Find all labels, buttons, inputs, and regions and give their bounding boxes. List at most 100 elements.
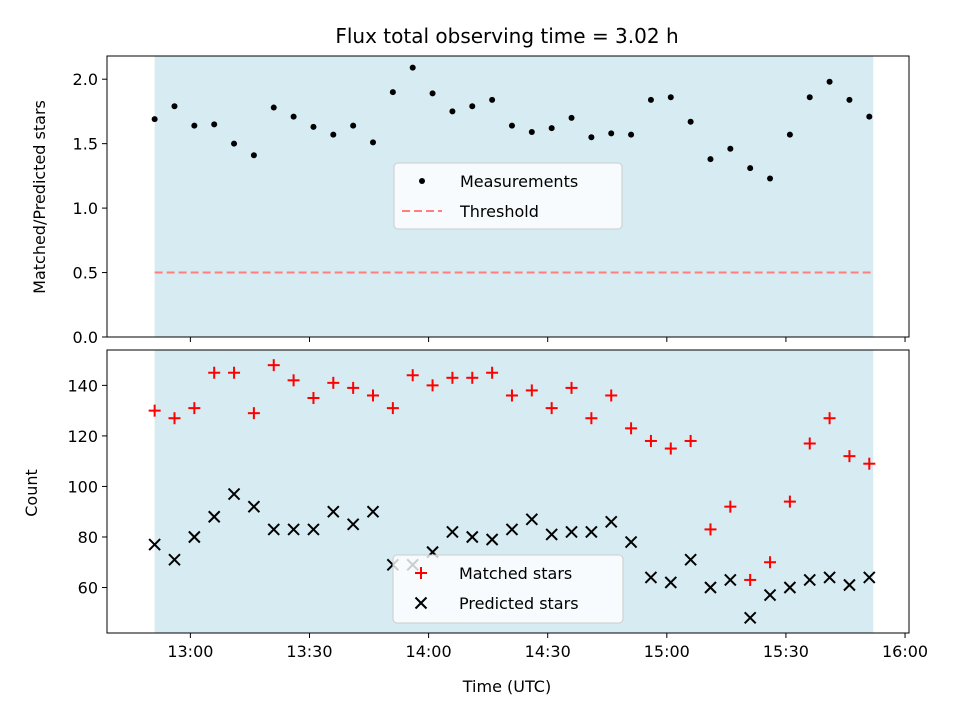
legend-label: Threshold — [459, 202, 539, 221]
y-tick-label: 80 — [78, 528, 98, 547]
predicted-star-point — [466, 530, 479, 544]
predicted-star-mark — [446, 525, 459, 539]
matched-star-point — [863, 457, 876, 470]
predicted-star-mark — [823, 571, 836, 584]
measurement-point — [707, 156, 714, 163]
predicted-star-point — [664, 576, 677, 589]
predicted-star-mark — [743, 611, 757, 625]
matched-star-point — [327, 376, 340, 389]
matched-star-point — [228, 366, 241, 379]
legend-box — [393, 162, 623, 230]
predicted-star-mark — [763, 588, 777, 602]
matched-star-point — [148, 404, 161, 417]
legend-marker-predicted — [414, 596, 428, 610]
predicted-star-point — [188, 530, 201, 544]
predicted-star-point — [446, 525, 459, 539]
predicted-star-point — [863, 571, 876, 584]
measurement-point — [171, 103, 178, 110]
measurement-point — [250, 152, 257, 159]
predicted-star-mark — [783, 581, 797, 594]
matched-star-point — [525, 384, 538, 397]
predicted-star-mark — [207, 510, 221, 523]
y-tick-label: 0.0 — [73, 328, 98, 347]
measurement-point — [449, 108, 456, 115]
axes-frame — [106, 55, 910, 338]
matched-star-point — [625, 422, 638, 435]
predicted-star-mark — [585, 525, 598, 539]
matched-star-point — [466, 371, 479, 384]
measurement-point — [667, 94, 674, 101]
predicted-star-point — [207, 510, 221, 523]
measurement-point — [568, 114, 575, 121]
predicted-star-point — [307, 523, 320, 536]
matched-star-point — [803, 437, 816, 450]
predicted-star-mark — [684, 553, 697, 566]
y-tick-label: 0.5 — [73, 264, 98, 283]
matched-star-point — [168, 412, 181, 425]
legend-box — [392, 554, 624, 624]
measurement-point — [370, 139, 377, 146]
measurement-point — [747, 165, 754, 172]
top-panel: 0.0 0.5 1.0 1.5 2.0 Measurements Threshold — [73, 55, 910, 347]
predicted-star-mark — [863, 571, 876, 584]
matched-star-point — [724, 500, 737, 513]
predicted-star-point — [743, 611, 757, 625]
predicted-star-mark — [605, 515, 618, 529]
measurement-point — [310, 123, 317, 130]
measurement-point — [687, 118, 694, 125]
chart-title: Flux total observing time = 3.02 h — [335, 24, 678, 48]
predicted-star-point — [227, 487, 241, 501]
matched-star-point — [307, 392, 320, 405]
x-tick-label: 15:00 — [644, 642, 690, 661]
axes-frame — [106, 349, 910, 634]
predicted-star-mark — [148, 538, 161, 551]
measurement-point — [727, 145, 734, 152]
predicted-star-point — [624, 535, 638, 549]
predicted-star-mark — [644, 571, 658, 584]
predicted-star-mark — [188, 530, 201, 544]
matched-star-point — [367, 389, 380, 402]
x-tick-label: 14:00 — [406, 642, 452, 661]
predicted-star-mark — [227, 487, 241, 501]
measurement-point — [528, 129, 535, 136]
predicted-star-mark — [704, 581, 717, 594]
legend-bottom: Matched stars Predicted stars — [392, 554, 624, 624]
x-tick-label: 13:30 — [286, 642, 332, 661]
x-tick-label: 13:00 — [167, 642, 213, 661]
measurement-point — [628, 131, 635, 138]
predicted-star-mark — [247, 500, 261, 513]
predicted-star-mark — [485, 533, 499, 546]
measurement-point — [409, 64, 416, 71]
predicted-star-point — [823, 571, 836, 584]
predicted-star-point — [585, 525, 598, 539]
matched-star-point — [664, 442, 677, 455]
y-tick-label: 120 — [67, 427, 98, 446]
y-tick-label: 1.0 — [73, 199, 98, 218]
x-tick-label: 14:30 — [525, 642, 571, 661]
predicted-star-point — [505, 523, 519, 536]
matched-star-point — [783, 495, 796, 508]
predicted-star-mark — [525, 513, 539, 526]
predicted-star-point — [267, 523, 280, 536]
measurement-point — [389, 89, 396, 96]
matched-star-point — [684, 434, 697, 447]
matched-star-point — [347, 381, 360, 394]
predicted-star-point — [525, 513, 539, 526]
predicted-star-mark — [843, 578, 856, 592]
predicted-star-point — [644, 571, 658, 584]
matched-star-point — [426, 379, 439, 392]
matched-star-point — [188, 402, 201, 415]
matched-star-point — [545, 402, 558, 415]
legend-marker-measurements — [419, 178, 425, 184]
y-tick-label: 2.0 — [73, 70, 98, 89]
matched-star-point — [486, 366, 499, 379]
measurement-point — [191, 122, 198, 129]
legend-label: Measurements — [460, 172, 578, 191]
predicted-star-point — [565, 525, 578, 539]
predicted-star-mark — [466, 530, 479, 544]
measurement-point — [588, 134, 595, 141]
predicted-star-point — [287, 523, 300, 536]
measurement-point — [429, 90, 436, 97]
predicted-star-mark — [803, 573, 816, 587]
